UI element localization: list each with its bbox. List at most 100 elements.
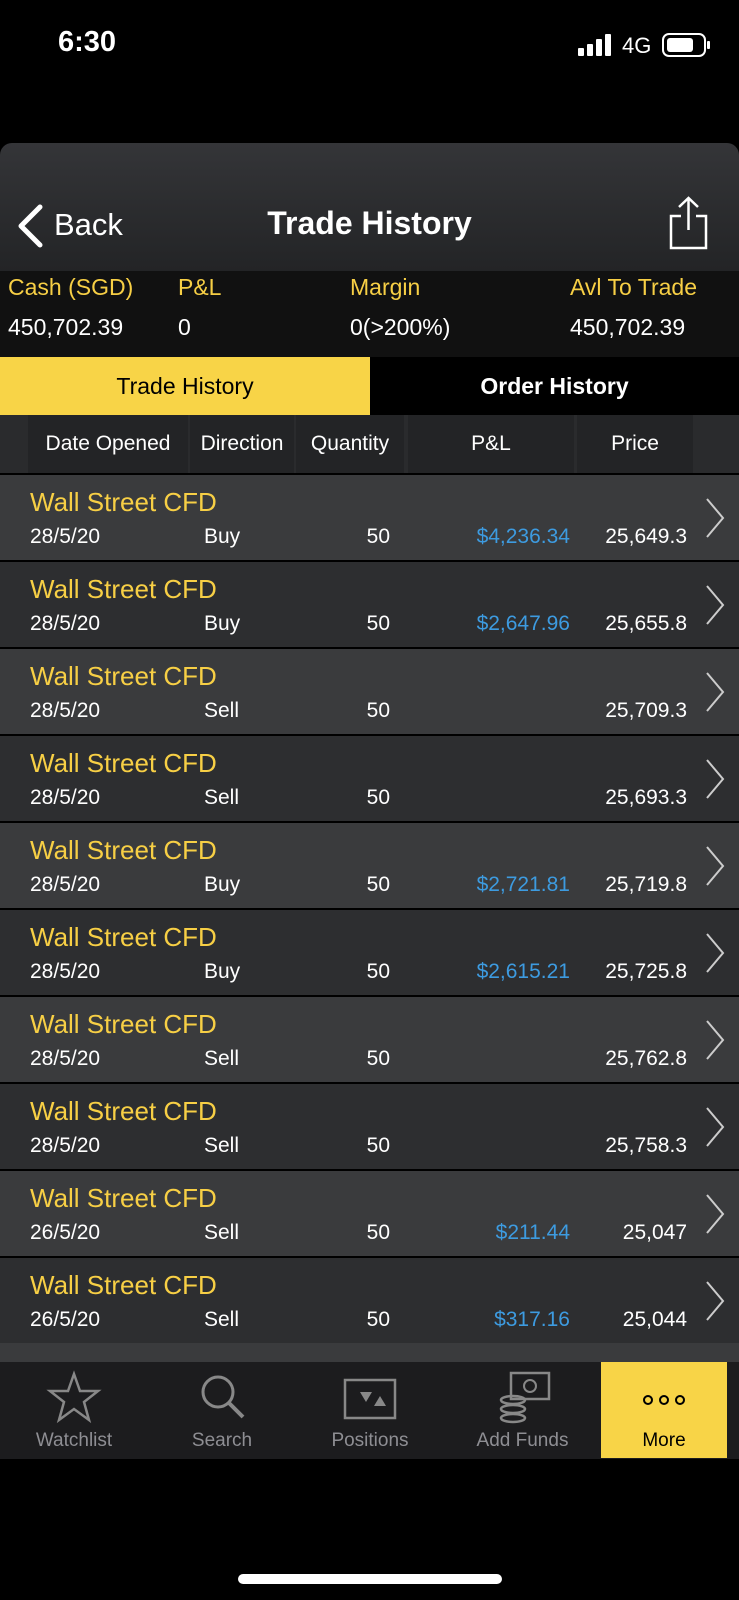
signal-icon bbox=[578, 34, 611, 56]
column-header-cell: Quantity bbox=[296, 415, 404, 473]
price: 25,709.3 bbox=[605, 699, 687, 722]
instrument-name: Wall Street CFD bbox=[30, 922, 217, 952]
price: 25,047 bbox=[622, 1221, 687, 1244]
back-chevron[interactable] bbox=[16, 204, 44, 248]
back-button[interactable]: Back bbox=[54, 207, 123, 242]
trade-row[interactable] bbox=[0, 1171, 739, 1256]
direction: Sell bbox=[204, 786, 240, 809]
row-chevron[interactable] bbox=[704, 583, 726, 627]
trade-row[interactable] bbox=[0, 736, 739, 821]
quantity: 50 bbox=[366, 960, 390, 983]
row-chevron[interactable] bbox=[704, 1018, 726, 1062]
pnl: $317.16 bbox=[494, 1308, 570, 1331]
date-opened: 28/5/20 bbox=[30, 525, 101, 548]
tab-item[interactable] bbox=[601, 1362, 727, 1458]
summary-value: 450,702.39 bbox=[570, 314, 686, 340]
quantity: 50 bbox=[366, 525, 390, 548]
tab-label[interactable]: Watchlist bbox=[35, 1430, 113, 1451]
direction: Buy bbox=[204, 525, 241, 548]
battery-icon bbox=[662, 33, 710, 57]
summary-label: Avl To Trade bbox=[570, 274, 698, 300]
pnl: $2,721.81 bbox=[476, 873, 570, 896]
pnl: $2,647.96 bbox=[476, 612, 570, 635]
trade-row[interactable] bbox=[0, 1084, 739, 1169]
trade-row[interactable] bbox=[0, 910, 739, 995]
trade-row[interactable] bbox=[0, 997, 739, 1082]
tab-icon bbox=[194, 1370, 250, 1424]
column-header-cell: Direction bbox=[190, 415, 294, 473]
summary-bar bbox=[0, 271, 739, 357]
pnl: $2,615.21 bbox=[476, 960, 570, 983]
instrument-name: Wall Street CFD bbox=[30, 1270, 217, 1300]
trade-row[interactable] bbox=[0, 823, 739, 908]
instrument-name: Wall Street CFD bbox=[30, 1009, 217, 1039]
row-chevron[interactable] bbox=[704, 757, 726, 801]
row-chevron[interactable] bbox=[704, 670, 726, 714]
price: 25,693.3 bbox=[605, 786, 687, 809]
summary-label: Margin bbox=[350, 274, 421, 300]
price: 25,655.8 bbox=[605, 612, 687, 635]
tab-icon bbox=[495, 1370, 551, 1424]
trade-row[interactable] bbox=[0, 475, 739, 560]
quantity: 50 bbox=[366, 1134, 390, 1157]
trade-row[interactable] bbox=[0, 1258, 739, 1343]
price: 25,719.8 bbox=[605, 873, 687, 896]
row-chevron[interactable] bbox=[704, 496, 726, 540]
pnl: $4,236.34 bbox=[476, 525, 570, 548]
quantity: 50 bbox=[366, 786, 390, 809]
direction: Sell bbox=[204, 1134, 240, 1157]
column-header-cell: Price bbox=[577, 415, 693, 473]
quantity: 50 bbox=[366, 873, 390, 896]
direction: Sell bbox=[204, 699, 240, 722]
tab-icon bbox=[46, 1370, 102, 1424]
row-chevron[interactable] bbox=[704, 1105, 726, 1149]
date-opened: 28/5/20 bbox=[30, 960, 101, 983]
date-opened: 28/5/20 bbox=[30, 873, 101, 896]
date-opened: 26/5/20 bbox=[30, 1308, 101, 1331]
pnl: $211.44 bbox=[495, 1221, 570, 1244]
tab[interactable]: Order History bbox=[370, 357, 739, 415]
row-chevron[interactable] bbox=[704, 931, 726, 975]
quantity: 50 bbox=[366, 1047, 390, 1070]
instrument-name: Wall Street CFD bbox=[30, 748, 217, 778]
summary-label: P&L bbox=[178, 274, 222, 300]
instrument-name: Wall Street CFD bbox=[30, 1096, 217, 1126]
date-opened: 28/5/20 bbox=[30, 699, 101, 722]
summary-value: 0(>200%) bbox=[350, 314, 451, 340]
tab-label[interactable]: More bbox=[642, 1430, 686, 1451]
row-chevron[interactable] bbox=[704, 844, 726, 888]
direction: Buy bbox=[204, 612, 241, 635]
tab[interactable]: Trade History bbox=[0, 357, 370, 415]
tab-label[interactable]: Add Funds bbox=[476, 1430, 569, 1451]
summary-value: 0 bbox=[178, 314, 191, 340]
row-chevron[interactable] bbox=[704, 1192, 726, 1236]
date-opened: 28/5/20 bbox=[30, 612, 101, 635]
share-button[interactable] bbox=[668, 196, 710, 252]
instrument-name: Wall Street CFD bbox=[30, 661, 217, 691]
network-label: 4G bbox=[622, 33, 652, 58]
instrument-name: Wall Street CFD bbox=[30, 835, 217, 865]
home-indicator bbox=[238, 1574, 502, 1584]
summary-label: Cash (SGD) bbox=[8, 274, 134, 300]
column-header-cell: P&L bbox=[408, 415, 574, 473]
date-opened: 28/5/20 bbox=[30, 1047, 101, 1070]
quantity: 50 bbox=[366, 612, 390, 635]
trade-row[interactable] bbox=[0, 649, 739, 734]
tab-label[interactable]: Search bbox=[191, 1430, 253, 1451]
trade-row[interactable] bbox=[0, 562, 739, 647]
quantity: 50 bbox=[366, 699, 390, 722]
price: 25,725.8 bbox=[605, 960, 687, 983]
status-time: 6:30 bbox=[58, 26, 117, 58]
tab-icon bbox=[342, 1370, 398, 1424]
row-chevron[interactable] bbox=[704, 1279, 726, 1323]
nav-bar bbox=[0, 143, 739, 271]
summary-value: 450,702.39 bbox=[8, 314, 124, 340]
direction: Sell bbox=[204, 1047, 240, 1070]
tab-label[interactable]: Positions bbox=[331, 1430, 409, 1451]
direction: Sell bbox=[204, 1221, 240, 1244]
date-opened: 28/5/20 bbox=[30, 1134, 101, 1157]
price: 25,758.3 bbox=[605, 1134, 687, 1157]
nav-title: Trade History bbox=[267, 205, 472, 241]
price: 25,044 bbox=[622, 1308, 687, 1331]
